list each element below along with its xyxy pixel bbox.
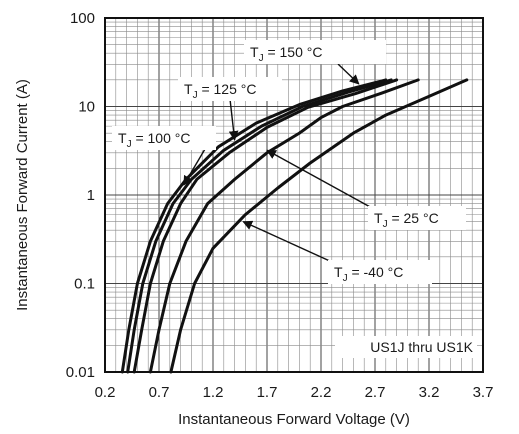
annotation-arrow: [242, 220, 333, 263]
series-label-main: T: [184, 81, 193, 97]
series-label-rest: = 25 °C: [388, 210, 439, 226]
x-tick-label: 1.7: [257, 384, 278, 401]
x-tick-label: 3.7: [473, 384, 494, 401]
annotation-background: [368, 206, 466, 230]
x-tick-label: 3.2: [419, 384, 440, 401]
series-label: TJ = 100 °C: [118, 130, 190, 150]
x-tick-label: 1.2: [203, 384, 224, 401]
plot-frame: [104, 17, 484, 373]
series-label-sub: J: [383, 219, 388, 230]
device-note: US1J thru US1K: [370, 339, 473, 355]
annotation-arrow: [183, 147, 207, 186]
y-tick-label: 100: [70, 10, 95, 27]
series-label-main: T: [334, 264, 343, 280]
y-tick-labels: 0.01 0.1 1 10 100: [66, 10, 95, 381]
curve-series-3: [148, 78, 420, 374]
y-tick-label: 0.01: [66, 364, 95, 381]
series-label-sub: J: [127, 139, 132, 150]
series-label: TJ = 25 °C: [374, 210, 439, 230]
series-label: TJ = -40 °C: [334, 264, 403, 284]
x-tick-labels: 0.2 0.7 1.2 1.7 2.2 2.7 3.2 3.7: [95, 384, 494, 401]
series-label-rest: = 125 °C: [198, 81, 257, 97]
annotation-background: [112, 126, 216, 150]
x-tick-label: 2.7: [365, 384, 386, 401]
series-label-rest: = -40 °C: [348, 264, 404, 280]
series-label-sub: J: [343, 273, 348, 284]
series-label-sub: J: [193, 90, 198, 101]
annotation-background: [328, 260, 432, 284]
series-label-main: T: [374, 210, 383, 226]
y-tick-label: 0.1: [74, 276, 95, 293]
annotation-arrow: [337, 63, 360, 85]
series-label-rest: = 150 °C: [264, 44, 323, 60]
curve-series-4: [169, 78, 469, 374]
y-axis-label: Instantaneous Forward Current (A): [14, 79, 31, 311]
curve-series-2: [132, 78, 399, 374]
x-tick-label: 0.7: [149, 384, 170, 401]
annotation-background: [244, 40, 386, 64]
x-tick-label: 0.2: [95, 384, 116, 401]
series-label-main: T: [118, 130, 127, 146]
annotations: TJ = 150 °CTJ = 125 °CTJ = 100 °CTJ = 25…: [112, 40, 466, 284]
y-tick-label: 1: [87, 187, 95, 204]
series-label-main: T: [250, 44, 259, 60]
series-label-sub: J: [259, 53, 264, 64]
series-label-rest: = 100 °C: [132, 130, 191, 146]
curve-series-1: [126, 78, 393, 374]
x-axis-label: Instantaneous Forward Voltage (V): [178, 411, 410, 428]
annotation-arrow: [228, 98, 239, 141]
annotation-arrow: [266, 149, 373, 209]
series-label: TJ = 150 °C: [250, 44, 322, 64]
annotation-background: [178, 77, 282, 101]
x-tick-label: 2.2: [311, 384, 332, 401]
series-label: TJ = 125 °C: [184, 81, 256, 101]
note-background: [335, 336, 477, 358]
y-tick-label: 10: [78, 99, 95, 116]
